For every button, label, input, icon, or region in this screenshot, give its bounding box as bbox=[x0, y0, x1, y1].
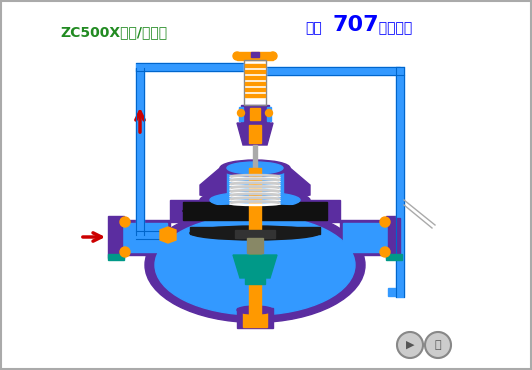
Polygon shape bbox=[200, 168, 310, 200]
Bar bbox=[244, 60, 266, 105]
Bar bbox=[235, 230, 275, 238]
Bar bbox=[241, 105, 269, 123]
Ellipse shape bbox=[190, 226, 320, 240]
Bar bbox=[267, 107, 271, 121]
Bar bbox=[249, 168, 261, 320]
Bar bbox=[244, 60, 266, 105]
Bar bbox=[266, 67, 400, 75]
Bar bbox=[396, 67, 404, 297]
Bar bbox=[249, 125, 261, 143]
Ellipse shape bbox=[237, 306, 273, 314]
Bar bbox=[136, 231, 170, 239]
Polygon shape bbox=[160, 227, 176, 243]
Bar bbox=[245, 64, 265, 67]
Text: ▶: ▶ bbox=[406, 340, 414, 350]
Bar bbox=[245, 82, 265, 85]
Bar bbox=[388, 218, 400, 256]
Text: ZC500X泄压/持压阀: ZC500X泄压/持压阀 bbox=[60, 25, 167, 39]
Circle shape bbox=[380, 247, 390, 257]
Bar bbox=[123, 223, 167, 252]
Bar bbox=[237, 52, 273, 60]
Bar bbox=[190, 227, 320, 234]
Bar bbox=[227, 168, 283, 200]
Bar bbox=[243, 311, 267, 327]
Bar bbox=[136, 68, 144, 235]
Bar bbox=[386, 216, 402, 258]
Text: 化工: 化工 bbox=[305, 21, 322, 35]
Ellipse shape bbox=[200, 190, 310, 210]
Text: ⏸: ⏸ bbox=[435, 340, 442, 350]
Bar bbox=[340, 220, 390, 255]
Bar bbox=[183, 202, 327, 220]
Ellipse shape bbox=[155, 215, 355, 315]
Bar bbox=[250, 108, 260, 120]
Polygon shape bbox=[233, 255, 277, 278]
Bar bbox=[239, 107, 243, 121]
Circle shape bbox=[120, 247, 130, 257]
Bar bbox=[245, 278, 265, 284]
Text: 707: 707 bbox=[332, 15, 379, 35]
Bar bbox=[237, 308, 273, 328]
Circle shape bbox=[380, 217, 390, 227]
Circle shape bbox=[233, 52, 241, 60]
Circle shape bbox=[425, 332, 451, 358]
Circle shape bbox=[265, 110, 272, 117]
Circle shape bbox=[397, 332, 423, 358]
Bar bbox=[245, 70, 265, 73]
Polygon shape bbox=[237, 123, 273, 145]
Bar bbox=[245, 88, 265, 91]
Ellipse shape bbox=[220, 160, 290, 176]
Ellipse shape bbox=[183, 205, 327, 217]
Bar bbox=[251, 52, 259, 57]
Bar bbox=[343, 223, 387, 252]
Bar bbox=[108, 254, 124, 260]
Bar bbox=[120, 220, 170, 255]
Ellipse shape bbox=[145, 208, 365, 323]
Bar bbox=[247, 238, 263, 253]
Ellipse shape bbox=[227, 162, 283, 174]
Text: 剪辑制作: 剪辑制作 bbox=[370, 21, 412, 35]
Ellipse shape bbox=[210, 192, 300, 208]
Bar bbox=[386, 254, 402, 260]
Bar bbox=[136, 63, 244, 71]
Circle shape bbox=[269, 52, 277, 60]
Bar bbox=[253, 145, 257, 170]
Bar bbox=[245, 94, 265, 97]
Bar bbox=[245, 76, 265, 79]
Circle shape bbox=[237, 110, 245, 117]
Bar bbox=[388, 288, 400, 296]
Bar bbox=[108, 216, 124, 258]
Bar bbox=[170, 200, 340, 222]
Bar bbox=[110, 218, 122, 256]
Circle shape bbox=[120, 217, 130, 227]
